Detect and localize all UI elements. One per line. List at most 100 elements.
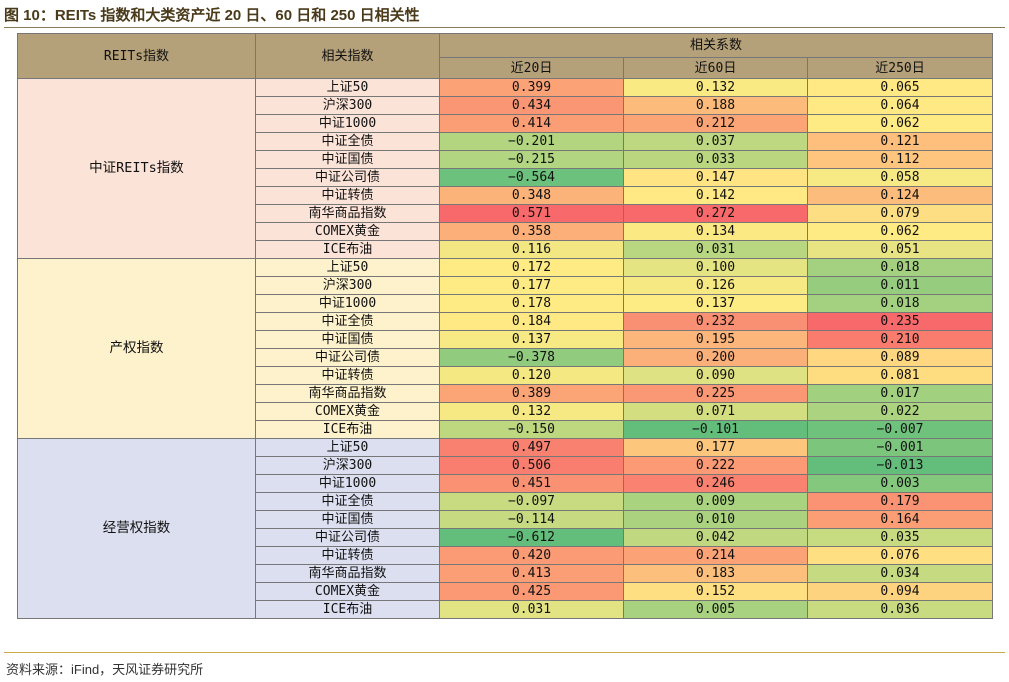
correlation-value-cell: 0.079 xyxy=(807,204,993,223)
index-name-cell: 沪深300 xyxy=(255,276,440,295)
correlation-value-cell: 0.210 xyxy=(807,330,993,349)
correlation-value-cell: 0.177 xyxy=(439,276,624,295)
index-name-cell: 中证转债 xyxy=(255,366,440,385)
correlation-value-cell: 0.090 xyxy=(623,366,808,385)
correlation-value-cell: 0.179 xyxy=(807,492,993,511)
correlation-value-cell: 0.116 xyxy=(439,240,624,259)
table-row: 沪深300 0.434 0.188 0.064 xyxy=(18,96,993,115)
correlation-value-cell: 0.358 xyxy=(439,222,624,241)
correlation-value-cell: 0.571 xyxy=(439,204,624,223)
index-name-cell: 中证全债 xyxy=(255,132,440,151)
table-row: 中证REITs指数 上证50 0.399 0.132 0.065 xyxy=(17,78,993,259)
index-name-cell: 中证国债 xyxy=(255,510,440,529)
correlation-value-cell: 0.076 xyxy=(807,546,993,565)
correlation-value-cell: 0.112 xyxy=(807,150,993,169)
correlation-value-cell: 0.065 xyxy=(807,78,993,97)
table-row: 南华商品指数 0.571 0.272 0.079 xyxy=(18,204,993,223)
correlation-value-cell: 0.225 xyxy=(623,384,808,403)
correlation-value-cell: 0.134 xyxy=(623,222,808,241)
table-row: ICE布油 0.031 0.005 0.036 xyxy=(18,600,993,619)
index-name-cell: 上证50 xyxy=(255,258,440,277)
table-row: 中证国债 0.137 0.195 0.210 xyxy=(18,330,993,349)
index-name-cell: 中证转债 xyxy=(255,186,440,205)
correlation-value-cell: 0.506 xyxy=(439,456,624,475)
correlation-value-cell: 0.389 xyxy=(439,384,624,403)
header-reits: REITs指数 xyxy=(17,33,256,79)
correlation-value-cell: 0.188 xyxy=(623,96,808,115)
index-name-cell: 中证公司债 xyxy=(255,348,440,367)
correlation-value-cell: 0.246 xyxy=(623,474,808,493)
correlation-value-cell: 0.037 xyxy=(623,132,808,151)
index-name-cell: 中证1000 xyxy=(255,294,440,313)
correlation-value-cell: 0.022 xyxy=(807,402,993,421)
table-row: 沪深300 0.177 0.126 0.011 xyxy=(18,276,993,295)
correlation-value-cell: 0.137 xyxy=(623,294,808,313)
correlation-value-cell: 0.212 xyxy=(623,114,808,133)
correlation-value-cell: −0.612 xyxy=(439,528,624,547)
group-name-cell: 经营权指数 xyxy=(17,438,256,619)
index-name-cell: 中证国债 xyxy=(255,330,440,349)
table-row: 中证国债 −0.215 0.033 0.112 xyxy=(18,150,993,169)
correlation-value-cell: 0.031 xyxy=(439,600,624,619)
group-name-cell: 中证REITs指数 xyxy=(17,78,256,259)
correlation-value-cell: 0.152 xyxy=(623,582,808,601)
index-name-cell: 沪深300 xyxy=(255,96,440,115)
correlation-value-cell: 0.184 xyxy=(439,312,624,331)
correlation-value-cell: 0.034 xyxy=(807,564,993,583)
correlation-value-cell: 0.414 xyxy=(439,114,624,133)
correlation-value-cell: −0.378 xyxy=(439,348,624,367)
index-name-cell: 南华商品指数 xyxy=(255,204,440,223)
correlation-value-cell: 0.348 xyxy=(439,186,624,205)
table-row: 中证国债 −0.114 0.010 0.164 xyxy=(18,510,993,529)
correlation-value-cell: 0.062 xyxy=(807,222,993,241)
index-name-cell: ICE布油 xyxy=(255,240,440,259)
correlation-value-cell: 0.064 xyxy=(807,96,993,115)
correlation-value-cell: 0.425 xyxy=(439,582,624,601)
table-row: 中证1000 0.178 0.137 0.018 xyxy=(18,294,993,313)
correlation-value-cell: 0.062 xyxy=(807,114,993,133)
index-name-cell: 南华商品指数 xyxy=(255,564,440,583)
correlation-value-cell: 0.235 xyxy=(807,312,993,331)
correlation-value-cell: 0.120 xyxy=(439,366,624,385)
correlation-value-cell: 0.272 xyxy=(623,204,808,223)
table-row: COMEX黄金 0.132 0.071 0.022 xyxy=(18,402,993,421)
correlation-value-cell: 0.214 xyxy=(623,546,808,565)
correlation-value-cell: 0.018 xyxy=(807,258,993,277)
index-name-cell: 中证国债 xyxy=(255,150,440,169)
correlation-value-cell: 0.121 xyxy=(807,132,993,151)
correlation-value-cell: 0.071 xyxy=(623,402,808,421)
correlation-value-cell: 0.010 xyxy=(623,510,808,529)
correlation-value-cell: 0.094 xyxy=(807,582,993,601)
title-rule xyxy=(4,27,1005,28)
index-name-cell: 中证公司债 xyxy=(255,528,440,547)
correlation-value-cell: 0.132 xyxy=(623,78,808,97)
correlation-value-cell: 0.232 xyxy=(623,312,808,331)
correlation-value-cell: 0.183 xyxy=(623,564,808,583)
correlation-value-cell: −0.201 xyxy=(439,132,624,151)
correlation-value-cell: 0.222 xyxy=(623,456,808,475)
table-body: 中证REITs指数 上证50 0.399 0.132 0.065 沪深300 0.434 0.… xyxy=(17,78,993,619)
correlation-value-cell: 0.100 xyxy=(623,258,808,277)
table-row: 南华商品指数 0.413 0.183 0.034 xyxy=(18,564,993,583)
table-row: 中证全债 −0.201 0.037 0.121 xyxy=(18,132,993,151)
correlation-value-cell: −0.114 xyxy=(439,510,624,529)
index-name-cell: ICE布油 xyxy=(255,420,440,439)
correlation-value-cell: 0.003 xyxy=(807,474,993,493)
table-row: 中证转债 0.348 0.142 0.124 xyxy=(18,186,993,205)
source-note: 资料来源：iFind，天风证券研究所 xyxy=(6,662,204,677)
table-row: ICE布油 0.116 0.031 0.051 xyxy=(18,240,993,259)
index-name-cell: 中证公司债 xyxy=(255,168,440,187)
index-name-cell: COMEX黄金 xyxy=(255,402,440,421)
correlation-value-cell: −0.215 xyxy=(439,150,624,169)
correlation-value-cell: 0.036 xyxy=(807,600,993,619)
table-row: ICE布油 −0.150 −0.101 −0.007 xyxy=(18,420,993,439)
correlation-value-cell: 0.195 xyxy=(623,330,808,349)
correlation-value-cell: 0.081 xyxy=(807,366,993,385)
table-row: 中证公司债 −0.612 0.042 0.035 xyxy=(18,528,993,547)
header-index: 相关指数 xyxy=(255,33,440,79)
correlation-value-cell: 0.051 xyxy=(807,240,993,259)
table-row: 沪深300 0.506 0.222 −0.013 xyxy=(18,456,993,475)
table-row: 中证转债 0.420 0.214 0.076 xyxy=(18,546,993,565)
table-row: 中证公司债 −0.378 0.200 0.089 xyxy=(18,348,993,367)
correlation-value-cell: 0.132 xyxy=(439,402,624,421)
